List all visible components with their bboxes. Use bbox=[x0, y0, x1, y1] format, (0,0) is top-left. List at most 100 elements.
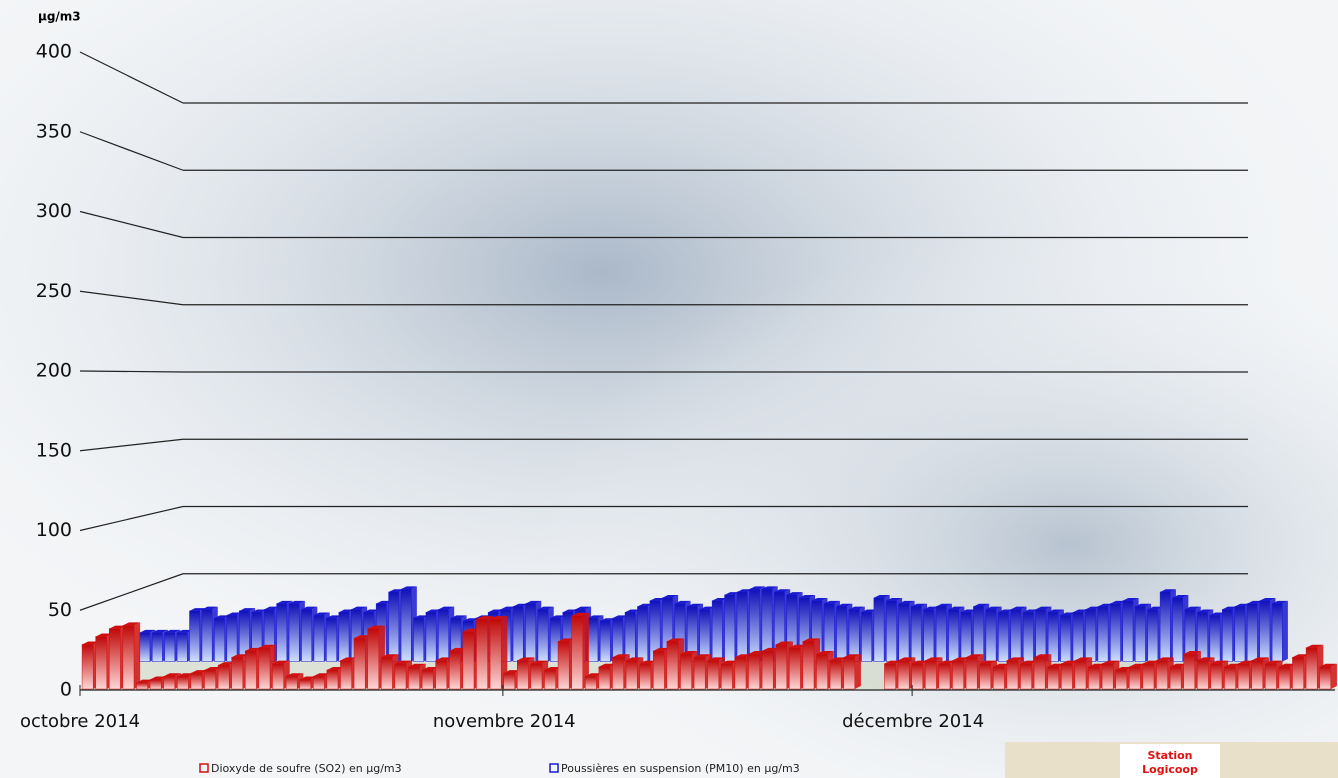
bar-top bbox=[231, 654, 249, 658]
logo-text: Logicoop bbox=[1142, 763, 1198, 776]
bar-top bbox=[699, 606, 716, 610]
bar-top bbox=[843, 654, 861, 658]
bar-top bbox=[513, 603, 529, 607]
bar-top bbox=[326, 666, 345, 670]
bar bbox=[666, 641, 679, 690]
bar-top bbox=[376, 600, 392, 604]
bar bbox=[734, 656, 747, 690]
bar-top bbox=[214, 615, 231, 619]
bar-top bbox=[687, 603, 704, 607]
bar-top bbox=[340, 657, 358, 661]
bar-top bbox=[600, 618, 616, 621]
bar-top bbox=[1006, 657, 1025, 661]
bar-top bbox=[748, 651, 766, 655]
bar bbox=[1224, 666, 1236, 690]
bar bbox=[848, 609, 860, 662]
bar bbox=[189, 610, 200, 662]
bar bbox=[512, 606, 524, 662]
bar bbox=[598, 666, 611, 690]
bar-top bbox=[367, 625, 385, 629]
y-tick-label: 400 bbox=[36, 41, 72, 63]
bar-top bbox=[422, 666, 440, 670]
bar-top bbox=[816, 651, 834, 655]
bar-top bbox=[164, 629, 181, 633]
bar-top bbox=[1156, 657, 1174, 661]
bar bbox=[503, 672, 516, 690]
bar bbox=[201, 609, 213, 662]
bar-top bbox=[476, 616, 494, 620]
logo-text: Station bbox=[1147, 749, 1192, 762]
bar bbox=[421, 669, 434, 690]
bar-top bbox=[150, 676, 168, 680]
bar bbox=[408, 666, 420, 690]
bar-top bbox=[925, 657, 943, 661]
bar-top bbox=[948, 606, 965, 610]
bar bbox=[873, 597, 885, 662]
bar-top bbox=[338, 609, 355, 613]
bar bbox=[724, 594, 736, 662]
bar bbox=[381, 656, 393, 690]
bar-top bbox=[239, 608, 256, 611]
bar bbox=[985, 609, 997, 662]
bar bbox=[711, 600, 723, 662]
bar bbox=[177, 676, 189, 690]
bar-top bbox=[737, 589, 753, 592]
bar bbox=[639, 663, 652, 690]
x-tick-label: décembre 2014 bbox=[842, 711, 984, 732]
bar-top bbox=[721, 660, 739, 664]
grid-line bbox=[79, 573, 184, 611]
bar-top bbox=[898, 657, 916, 661]
bar bbox=[816, 653, 828, 690]
y-tick-label: 250 bbox=[36, 280, 72, 302]
bar bbox=[1159, 591, 1171, 662]
bar-top bbox=[674, 600, 691, 604]
bar-top bbox=[707, 657, 725, 661]
bar-top bbox=[272, 660, 290, 664]
bar bbox=[462, 631, 475, 690]
legend-swatch bbox=[549, 763, 559, 773]
bar-top bbox=[1259, 597, 1276, 601]
bar-top bbox=[1238, 660, 1256, 664]
bar-top bbox=[313, 673, 331, 677]
bar bbox=[149, 679, 162, 690]
bar-top bbox=[639, 660, 657, 664]
bar bbox=[1222, 609, 1233, 662]
grid-line bbox=[79, 210, 184, 239]
bar bbox=[836, 606, 848, 662]
bar-top bbox=[1278, 663, 1297, 667]
bar-top bbox=[558, 638, 576, 642]
bar bbox=[1074, 660, 1087, 690]
bar bbox=[1142, 663, 1155, 690]
bar-top bbox=[749, 586, 766, 590]
bar bbox=[81, 644, 94, 690]
bar bbox=[736, 591, 748, 662]
bar bbox=[935, 606, 947, 662]
bar bbox=[910, 606, 922, 662]
bar-top bbox=[911, 660, 929, 664]
bar-top bbox=[388, 589, 405, 592]
bar-top bbox=[849, 606, 865, 610]
bar-top bbox=[201, 606, 218, 610]
y-tick-label: 350 bbox=[36, 120, 72, 142]
bar bbox=[1101, 663, 1114, 690]
bar-top bbox=[190, 670, 209, 674]
bar bbox=[109, 628, 121, 690]
bar-top bbox=[425, 609, 442, 613]
bar-top bbox=[1085, 606, 1102, 610]
bar-top bbox=[1047, 663, 1065, 667]
y-tick-label: 300 bbox=[36, 200, 72, 222]
legend-label: Dioxyde de soufre (SO2) en µg/m3 bbox=[211, 762, 402, 775]
bar bbox=[585, 676, 597, 690]
bar bbox=[911, 663, 924, 690]
bar bbox=[245, 650, 257, 690]
bar bbox=[530, 663, 543, 690]
bar bbox=[1122, 600, 1134, 662]
bar-top bbox=[251, 609, 268, 613]
bar bbox=[190, 672, 203, 690]
bar bbox=[438, 609, 449, 662]
grid-line bbox=[79, 505, 184, 532]
bar bbox=[217, 664, 230, 690]
bar-top bbox=[1222, 606, 1239, 610]
bar-top bbox=[587, 615, 604, 619]
